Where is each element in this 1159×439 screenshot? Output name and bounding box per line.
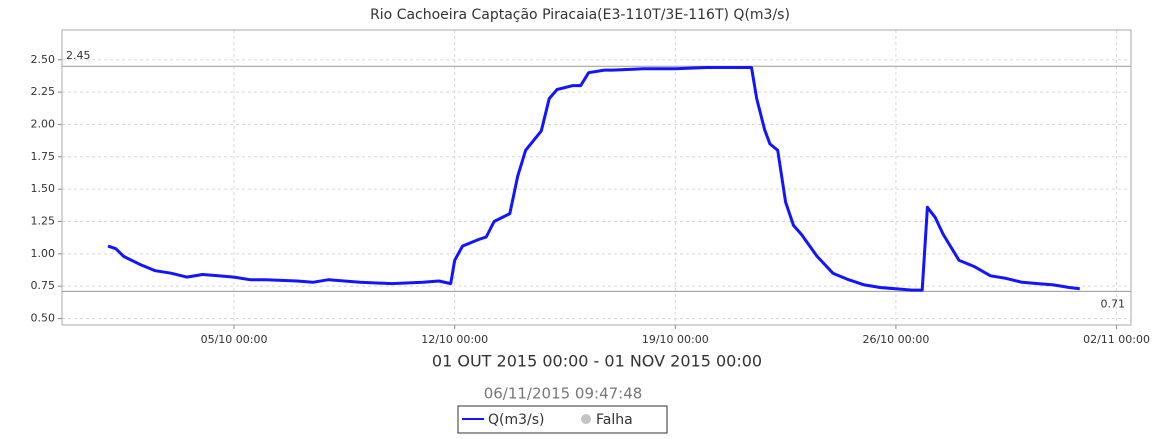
subtitle: 01 OUT 2015 00:00 - 01 NOV 2015 00:00 (432, 352, 762, 371)
y-tick-label: 2.25 (31, 85, 56, 98)
legend-dot (581, 414, 591, 424)
series-line (107, 66, 1080, 292)
x-tick-label: 02/11 00:00 (1083, 333, 1150, 346)
reference-label: 0.71 (1101, 297, 1126, 310)
y-tick-label: 1.50 (31, 182, 56, 195)
x-tick-label: 19/10 00:00 (642, 333, 709, 346)
y-tick-label: 0.75 (31, 279, 56, 292)
chart-title: Rio Cachoeira Captação Piracaia(E3-110T/… (370, 7, 790, 23)
y-tick-label: 0.50 (31, 312, 56, 325)
legend-label: Falha (596, 412, 633, 428)
x-tick-label: 12/10 00:00 (421, 333, 488, 346)
plot-border (61, 29, 1132, 326)
x-tick-label: 26/10 00:00 (862, 333, 929, 346)
y-tick-label: 1.75 (31, 150, 56, 163)
timestamp: 06/11/2015 09:47:48 (484, 385, 643, 403)
y-tick-label: 1.25 (31, 214, 56, 227)
y-tick-label: 2.00 (31, 117, 56, 130)
legend-label: Q(m3/s) (488, 412, 545, 428)
legend-box (457, 405, 668, 434)
x-tick-label: 05/10 00:00 (201, 333, 268, 346)
reference-label: 2.45 (66, 49, 91, 62)
y-tick-label: 2.50 (31, 53, 56, 66)
y-tick-label: 1.00 (31, 247, 56, 260)
